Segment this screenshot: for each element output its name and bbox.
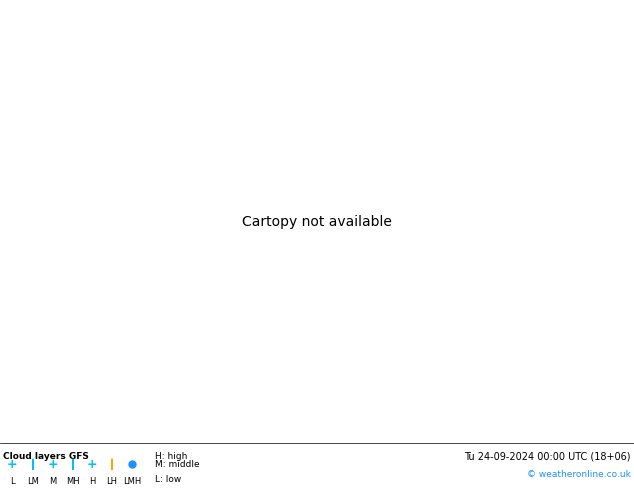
Text: Cloud layers GFS: Cloud layers GFS [3,452,89,461]
Text: LM: LM [27,477,39,486]
Text: L: low: L: low [155,475,181,484]
Text: MH: MH [66,477,80,486]
Text: +: + [87,458,97,471]
Text: +: + [48,458,58,471]
Text: © weatheronline.co.uk: © weatheronline.co.uk [527,470,631,479]
Text: LMH: LMH [123,477,141,486]
Text: M: M [49,477,56,486]
Text: LH: LH [107,477,117,486]
Text: H: H [89,477,95,486]
Text: H: high: H: high [155,452,188,461]
Text: L: L [10,477,15,486]
Text: Cartopy not available: Cartopy not available [242,215,392,229]
Text: M: middle: M: middle [155,460,200,469]
Text: Tu 24-09-2024 00:00 UTC (18+06): Tu 24-09-2024 00:00 UTC (18+06) [465,452,631,462]
Text: +: + [7,458,17,471]
